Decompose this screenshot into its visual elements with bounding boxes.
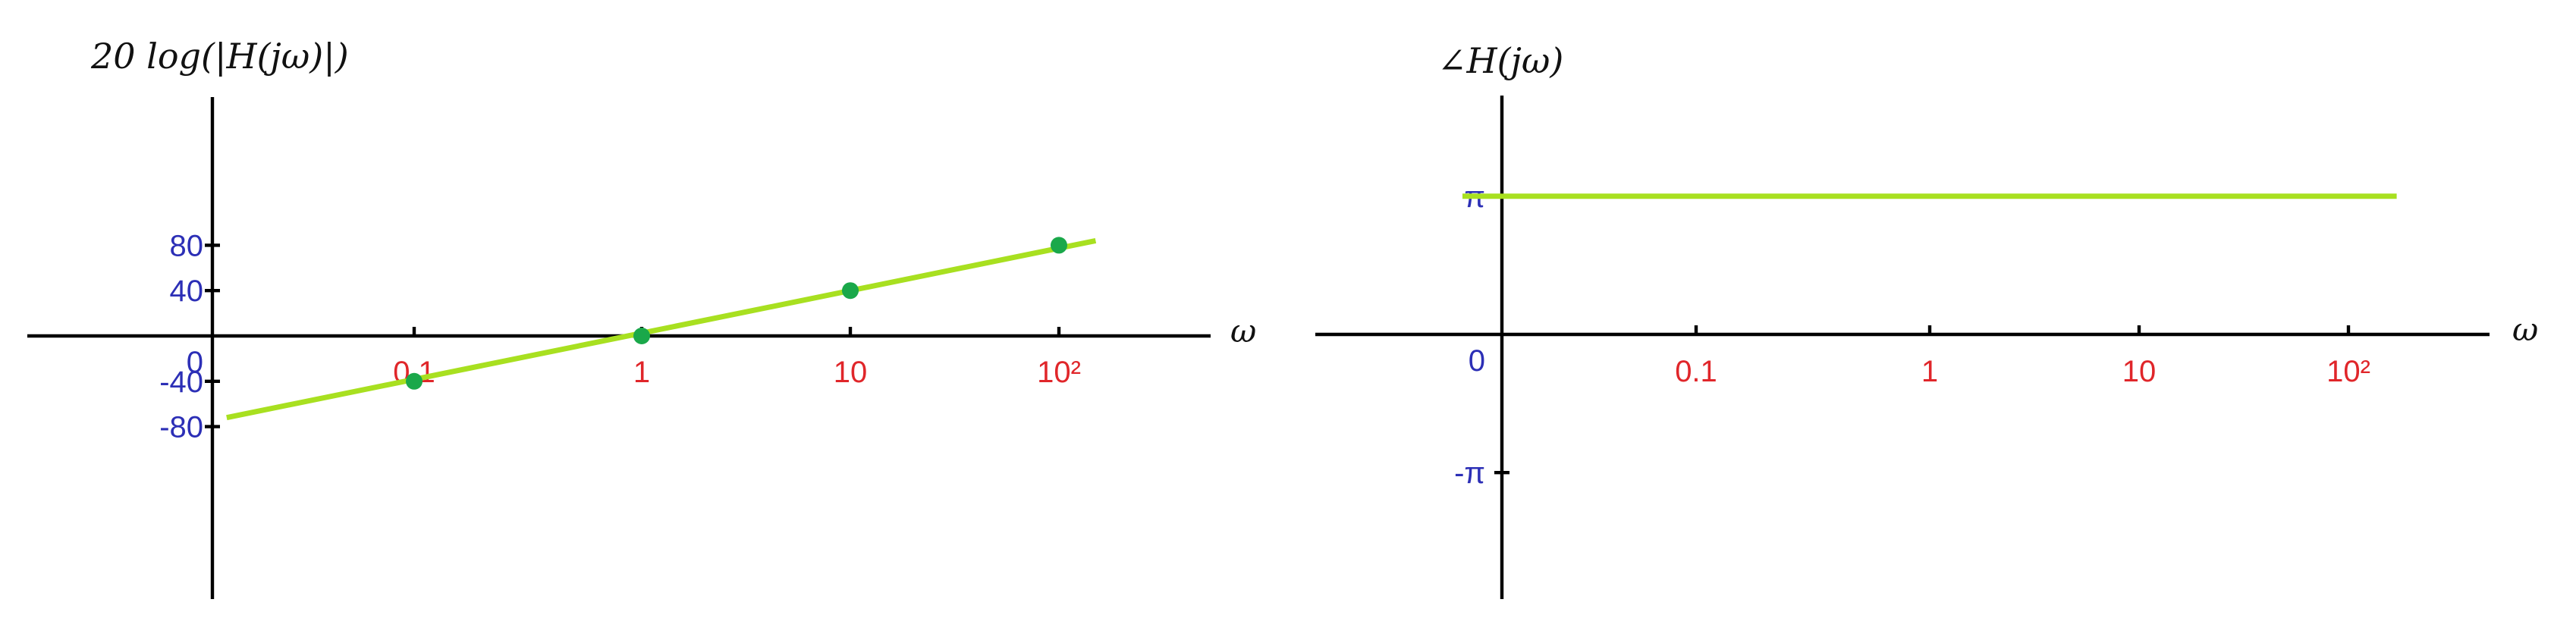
magnitude-omega-label: ω (1230, 312, 1256, 350)
magnitude-y-tick-label: 0 (187, 346, 203, 379)
magnitude-y-tick-label: -40 (159, 366, 203, 399)
phase-ylabel: ∠H(jω) (1437, 40, 1563, 81)
magnitude-y-ticks: 80 40 0-40 -80 (159, 229, 220, 444)
phase-x-tick-label: 10² (2326, 355, 2370, 388)
magnitude-data-point (633, 328, 650, 344)
phase-y-tick-label: 0 (1469, 344, 1485, 378)
magnitude-series (226, 237, 1097, 421)
magnitude-x-tick-label: 1 (633, 356, 650, 389)
phase-omega-label: ω (2512, 311, 2538, 348)
magnitude-y-tick-label: -80 (159, 411, 203, 444)
magnitude-data-point (1051, 237, 1067, 254)
phase-x-tick-label: 10 (2122, 355, 2157, 388)
magnitude-y-tick-label: 40 (170, 275, 204, 308)
magnitude-ylabel: 20 log(|H(jω)|) (90, 36, 349, 77)
magnitude-data-point (842, 282, 859, 300)
phase-y-tick-label: -π (1454, 457, 1485, 490)
phase-x-tick-label: 0.1 (1675, 355, 1717, 388)
magnitude-y-tick-label: 80 (170, 229, 204, 262)
phase-x-ticks: 0.1 1 10 10² (1675, 325, 2370, 388)
phase-x-tick-label: 1 (1921, 355, 1938, 388)
magnitude-x-tick-label: 10² (1037, 356, 1081, 389)
magnitude-series-line (226, 237, 1097, 421)
magnitude-data-point (406, 372, 423, 390)
magnitude-x-tick-label: 10 (834, 356, 868, 389)
phase-chart: ∠H(jω) ω π0-π 0.1 1 10 10² (1315, 40, 2538, 599)
